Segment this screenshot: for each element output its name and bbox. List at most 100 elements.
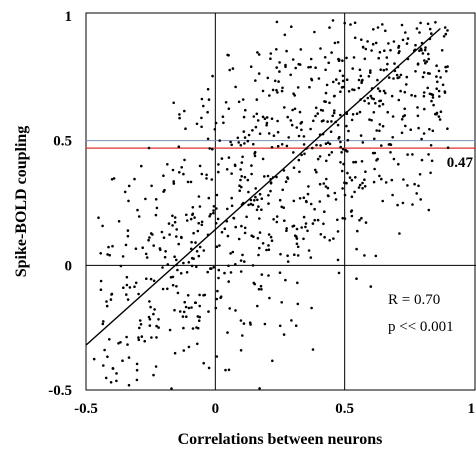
data-point bbox=[125, 293, 128, 296]
data-point bbox=[200, 220, 204, 224]
data-point bbox=[357, 78, 361, 82]
data-point bbox=[358, 68, 362, 72]
data-point bbox=[206, 87, 210, 91]
data-point bbox=[333, 41, 337, 45]
data-point bbox=[325, 83, 329, 87]
data-point bbox=[227, 368, 231, 372]
data-point bbox=[402, 178, 405, 181]
data-point bbox=[276, 119, 279, 123]
data-point bbox=[344, 148, 348, 152]
data-point bbox=[220, 230, 224, 234]
data-point bbox=[190, 306, 193, 309]
data-point bbox=[214, 121, 218, 125]
data-point bbox=[339, 145, 343, 149]
data-point bbox=[292, 151, 295, 154]
data-point bbox=[127, 356, 131, 359]
data-point bbox=[343, 181, 346, 184]
data-point bbox=[137, 215, 141, 218]
data-point bbox=[313, 30, 316, 34]
data-point bbox=[280, 89, 284, 93]
data-point bbox=[197, 254, 201, 258]
data-point bbox=[311, 146, 314, 150]
data-point bbox=[239, 178, 242, 182]
data-point bbox=[138, 319, 142, 322]
x-axis-label: Correlations between neurons bbox=[178, 431, 383, 448]
reference-lines bbox=[86, 13, 476, 390]
data-point bbox=[230, 143, 233, 147]
data-point bbox=[380, 177, 383, 181]
data-point bbox=[157, 318, 160, 321]
data-point bbox=[140, 164, 143, 168]
data-point bbox=[350, 178, 354, 182]
data-point bbox=[390, 94, 394, 98]
data-point bbox=[115, 379, 118, 383]
data-point bbox=[166, 263, 170, 266]
data-point bbox=[295, 126, 299, 129]
data-point bbox=[190, 256, 194, 260]
data-point bbox=[272, 134, 276, 137]
data-point bbox=[139, 323, 143, 326]
data-point bbox=[442, 35, 446, 38]
data-point bbox=[163, 255, 167, 259]
data-point bbox=[371, 42, 375, 46]
data-point bbox=[178, 116, 181, 120]
data-point bbox=[189, 180, 193, 184]
data-point bbox=[172, 101, 175, 105]
data-point bbox=[400, 131, 404, 135]
data-point bbox=[374, 101, 377, 105]
data-point bbox=[345, 78, 349, 81]
data-point bbox=[211, 147, 214, 151]
data-point bbox=[268, 94, 271, 97]
data-point bbox=[322, 119, 325, 122]
data-point bbox=[405, 75, 409, 79]
data-point bbox=[304, 222, 308, 225]
data-point bbox=[422, 132, 426, 135]
data-point bbox=[350, 209, 354, 212]
data-point bbox=[296, 245, 300, 249]
data-point bbox=[108, 253, 111, 257]
data-point bbox=[108, 338, 111, 341]
data-point bbox=[200, 125, 203, 129]
data-point bbox=[313, 218, 317, 222]
data-point bbox=[255, 208, 259, 212]
data-point bbox=[137, 338, 141, 342]
data-point bbox=[416, 114, 420, 118]
data-point bbox=[424, 61, 427, 65]
data-point bbox=[243, 231, 247, 235]
data-point bbox=[194, 301, 197, 305]
data-point bbox=[173, 255, 176, 258]
data-point bbox=[309, 127, 312, 131]
data-point bbox=[319, 47, 322, 50]
data-point bbox=[207, 366, 211, 370]
data-point bbox=[171, 214, 174, 218]
data-point bbox=[315, 143, 318, 147]
data-point bbox=[127, 184, 131, 188]
data-point bbox=[291, 108, 294, 112]
data-point bbox=[265, 123, 268, 127]
data-point bbox=[276, 91, 279, 94]
data-point bbox=[341, 74, 345, 78]
data-point bbox=[341, 147, 345, 151]
data-point bbox=[336, 258, 340, 262]
data-point bbox=[270, 239, 274, 242]
data-point bbox=[243, 142, 246, 145]
data-point bbox=[134, 281, 138, 285]
data-point bbox=[237, 100, 241, 104]
data-point bbox=[291, 225, 295, 228]
data-point bbox=[401, 115, 405, 118]
data-point bbox=[325, 177, 328, 181]
data-point bbox=[351, 67, 355, 70]
data-point bbox=[127, 199, 130, 203]
data-point bbox=[427, 57, 431, 61]
data-point bbox=[126, 343, 129, 346]
data-point bbox=[251, 203, 255, 207]
data-point bbox=[115, 372, 118, 375]
data-point bbox=[283, 219, 286, 222]
data-point bbox=[149, 305, 152, 309]
data-point bbox=[413, 94, 417, 98]
data-point bbox=[227, 280, 230, 283]
data-point bbox=[418, 173, 422, 176]
data-point bbox=[369, 69, 372, 72]
data-point bbox=[361, 46, 365, 49]
data-point bbox=[216, 289, 219, 293]
